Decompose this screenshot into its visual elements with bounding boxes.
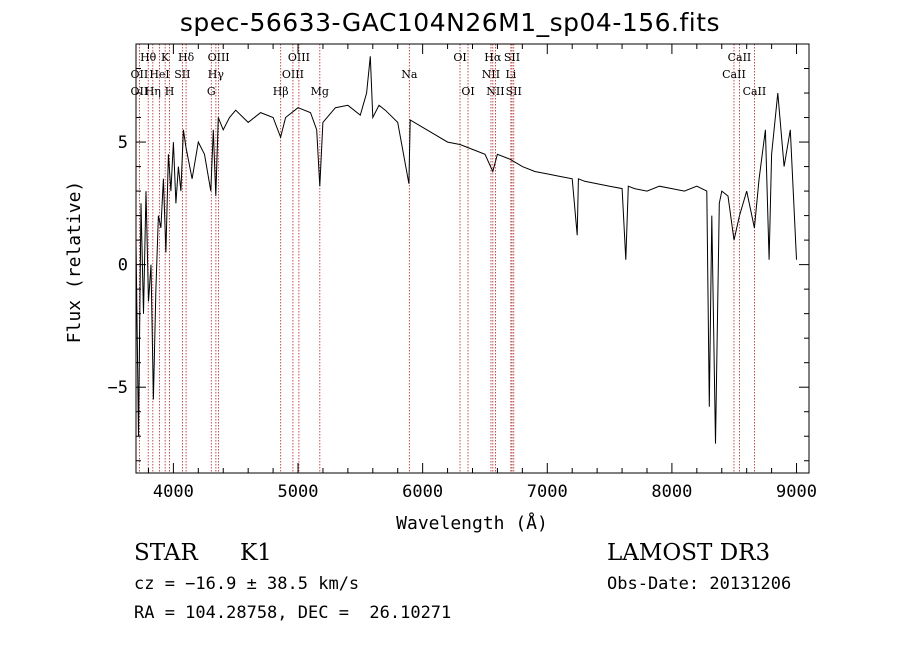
line-markers	[138, 44, 755, 473]
x-tick-label: 5000	[278, 482, 319, 502]
object-subclass: K1	[240, 540, 272, 566]
line-marker-labels: Hθ OII OII K Hδ HeI SII Hη H OIII Hγ G OIII OIII Hβ Mg N…	[131, 51, 767, 98]
line-marker-label: CaII	[722, 68, 746, 81]
redshift-cz: cz = −16.9 ± 38.5 km/s	[134, 574, 360, 594]
line-marker-label: OII	[131, 85, 149, 98]
line-marker-label: OIII	[208, 51, 230, 64]
line-marker-label: OII	[131, 68, 149, 81]
x-tick-label: 7000	[527, 482, 568, 502]
line-marker-label: G	[207, 85, 216, 98]
chart-title: spec-56633-GAC104N26M1_sp04-156.fits	[179, 8, 721, 37]
line-marker-label: OI	[453, 51, 466, 64]
x-axis-label: Wavelength (Å)	[396, 512, 548, 534]
y-tick-label: 0	[118, 256, 128, 276]
object-class: STAR	[134, 540, 198, 566]
line-marker-label: K	[161, 51, 170, 64]
x-tick-label: 8000	[651, 482, 692, 502]
line-marker-label: OIII	[288, 51, 310, 64]
line-marker-label: Hδ	[178, 51, 195, 64]
y-axis-label: Flux (relative)	[64, 181, 85, 344]
line-marker-label: SII	[174, 68, 190, 81]
line-marker-label: NII	[482, 68, 500, 81]
line-marker-label: Na	[401, 68, 418, 81]
line-marker-label: NII	[486, 85, 504, 98]
line-marker-label: H	[165, 85, 175, 98]
line-marker-label: Hη	[145, 85, 161, 98]
x-tick-label: 6000	[402, 482, 443, 502]
coordinates: RA = 104.28758, DEC = 26.10271	[134, 603, 452, 623]
line-marker-label: Hγ	[208, 68, 225, 81]
line-marker-label: Mg	[311, 85, 329, 98]
y-tick-label: 5	[118, 133, 128, 153]
line-marker-label: CaII	[743, 85, 767, 98]
line-marker-label: Hθ	[140, 51, 157, 64]
x-tick-label: 9000	[776, 482, 817, 502]
obs-date: Obs-Date: 20131206	[607, 574, 792, 594]
spectrum-line	[135, 56, 797, 444]
x-tick-label: 4000	[153, 482, 194, 502]
line-marker-label: OIII	[282, 68, 304, 81]
line-marker-label: SII	[504, 51, 520, 64]
axis-ticks: 4000 5000 6000 7000 8000 9000 −5 0 5	[108, 43, 817, 502]
line-marker-label: SII	[506, 85, 522, 98]
line-marker-label: HeI	[149, 68, 169, 81]
survey-name: LAMOST DR3	[607, 540, 771, 566]
line-marker-label: Hβ	[273, 85, 289, 98]
line-marker-label: CaII	[728, 51, 752, 64]
y-tick-label: −5	[108, 378, 128, 398]
line-marker-label: Hα	[484, 51, 502, 64]
line-marker-label: Li	[505, 68, 516, 81]
line-marker-label: OI	[461, 85, 474, 98]
